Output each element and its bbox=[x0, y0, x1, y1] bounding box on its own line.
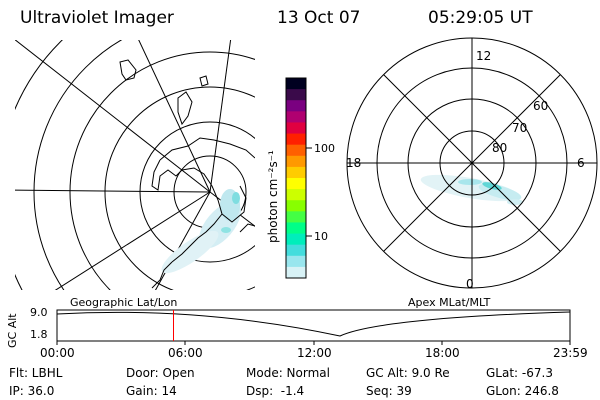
instrument-title: Ultraviolet Imager bbox=[20, 8, 174, 28]
colorbar-label-10: 10 bbox=[314, 230, 328, 243]
colorbar-band bbox=[286, 255, 306, 268]
mlat-label-70: 70 bbox=[512, 121, 527, 135]
altitude-ylabel: GC Alt bbox=[6, 313, 19, 348]
time-tick-1800: 18:00 bbox=[425, 346, 460, 360]
mlt-label-0: 0 bbox=[466, 277, 474, 291]
mlat-label-80: 80 bbox=[492, 141, 507, 155]
colorbar-label-100: 100 bbox=[314, 142, 335, 155]
geo-latitude-status: GLat: -67.3 bbox=[486, 366, 553, 380]
mlt-label-6: 6 bbox=[577, 156, 585, 170]
colorbar-band bbox=[286, 111, 306, 123]
colorbar-unit-label: photon cm⁻²s⁻¹ bbox=[266, 150, 280, 243]
time-tick-0000: 00:00 bbox=[40, 346, 75, 360]
colorbar-band bbox=[286, 122, 306, 135]
colorbar-band bbox=[286, 78, 306, 90]
altitude-curve bbox=[56, 311, 571, 337]
colorbar-band bbox=[286, 244, 306, 257]
mode-status: Mode: Normal bbox=[246, 366, 330, 380]
altitude-plot bbox=[56, 309, 571, 345]
date-label: 13 Oct 07 bbox=[277, 8, 361, 28]
ip-status: IP: 36.0 bbox=[9, 384, 55, 398]
colorbar-band bbox=[286, 222, 306, 235]
filter-status: Flt: LBHL bbox=[9, 366, 63, 380]
gc-altitude-status: GC Alt: 9.0 Re bbox=[366, 366, 450, 380]
time-tick-1200: 12:00 bbox=[297, 346, 332, 360]
door-status: Door: Open bbox=[126, 366, 195, 380]
altitude-plot-frame bbox=[56, 309, 571, 342]
time-tick-2359: 23:59 bbox=[553, 346, 588, 360]
colorbar-band bbox=[286, 233, 306, 246]
colorbar-band bbox=[286, 266, 306, 279]
colorbar-band bbox=[286, 166, 306, 179]
colorbar-band bbox=[286, 155, 306, 168]
colorbar-band bbox=[286, 89, 306, 101]
aurora-glow-left bbox=[161, 189, 241, 274]
colorbar-band bbox=[286, 144, 306, 157]
dsp-status: Dsp: -1.4 bbox=[246, 384, 305, 398]
geo-longitude-status: GLon: 246.8 bbox=[486, 384, 559, 398]
geographic-map-label: Geographic Lat/Lon bbox=[70, 296, 178, 309]
time-label: 05:29:05 UT bbox=[428, 8, 533, 28]
colorbar-band bbox=[286, 189, 306, 201]
colorbar-band bbox=[286, 100, 306, 112]
colorbar-frame bbox=[285, 77, 307, 279]
mlt-label-12: 12 bbox=[476, 49, 491, 63]
geographic-map bbox=[15, 40, 255, 290]
colorbar-band bbox=[286, 211, 306, 223]
magnetic-map-label: Apex MLat/MLT bbox=[408, 296, 491, 309]
colorbar bbox=[286, 78, 306, 279]
mlt-label-18: 18 bbox=[346, 156, 361, 170]
colorbar-band bbox=[286, 200, 306, 212]
gain-status: Gain: 14 bbox=[126, 384, 177, 398]
coastline bbox=[119, 59, 255, 289]
altitude-ytick-high: 9.0 bbox=[30, 306, 48, 319]
magnetic-polar-map bbox=[346, 37, 598, 289]
mlat-label-60: 60 bbox=[533, 99, 548, 113]
time-tick-0600: 06:00 bbox=[168, 346, 203, 360]
colorbar-band bbox=[286, 178, 306, 190]
altitude-ytick-low: 1.8 bbox=[30, 328, 48, 341]
colorbar-band bbox=[286, 133, 306, 146]
sequence-status: Seq: 39 bbox=[366, 384, 412, 398]
